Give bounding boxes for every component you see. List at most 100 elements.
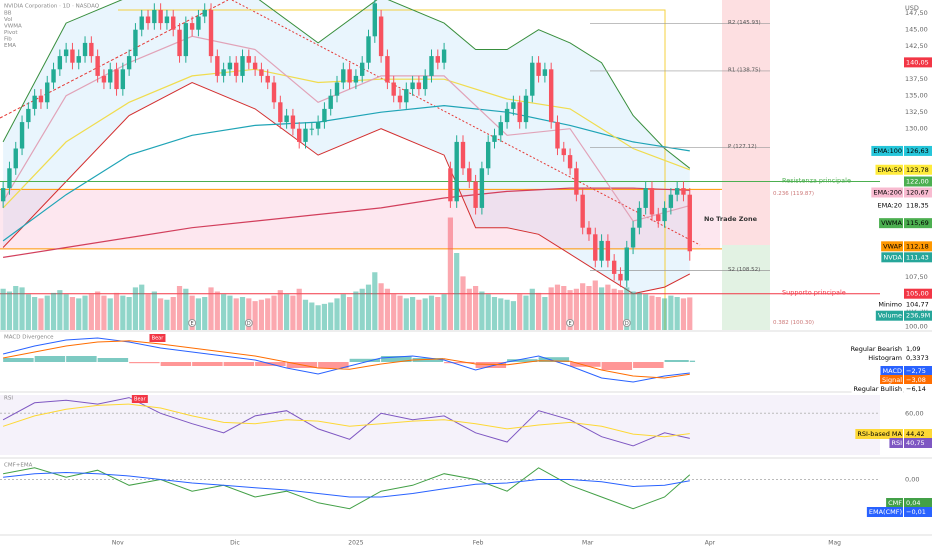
volume-bar xyxy=(252,301,258,330)
label-value: 120,67 xyxy=(906,189,929,197)
volume-bar xyxy=(510,301,516,330)
candle-body xyxy=(322,108,327,123)
histogram-bar xyxy=(97,358,129,362)
label-value: 111,43 xyxy=(906,253,929,261)
label-value: 1,09 xyxy=(906,345,920,353)
label-value: 40,75 xyxy=(906,439,925,447)
zone-label: No Trade Zone xyxy=(704,215,758,223)
candle-body xyxy=(189,23,195,30)
candle-body xyxy=(555,122,560,149)
candle-body xyxy=(504,108,510,123)
volume-bar xyxy=(101,295,107,330)
volume-bar xyxy=(372,272,378,330)
candle-body xyxy=(416,82,422,90)
candle-body xyxy=(687,194,692,252)
volume-bar xyxy=(561,286,567,330)
volume-bar xyxy=(680,298,687,330)
label-value: −3,08 xyxy=(906,376,926,384)
volume-bar xyxy=(132,287,139,330)
candle-body xyxy=(498,122,503,136)
label-name-box xyxy=(866,353,903,363)
candle-body xyxy=(485,141,491,169)
pane-tick-label: 0,00 xyxy=(905,476,919,484)
histogram-bar xyxy=(34,356,66,362)
candle-body xyxy=(605,240,611,261)
candle-body xyxy=(586,227,592,235)
candle-body xyxy=(517,102,522,123)
volume-bar xyxy=(113,292,120,330)
volume-bar xyxy=(592,280,598,330)
candle-body xyxy=(26,108,31,123)
indicator-line xyxy=(3,340,690,379)
histogram-bar xyxy=(444,362,475,364)
volume-bar xyxy=(435,297,441,330)
candle-body xyxy=(574,168,579,195)
label-box xyxy=(904,384,932,394)
chart-title: NVIDIA Corporation · 1D · NASDAQ xyxy=(4,4,100,10)
band-lower xyxy=(2,81,691,295)
label-name-box xyxy=(866,507,903,517)
volume-bar xyxy=(630,291,636,330)
volume-bar xyxy=(466,288,472,330)
candle-body xyxy=(70,49,75,63)
label-value: 118,35 xyxy=(906,202,929,210)
event-label: E xyxy=(191,321,194,327)
x-tick-label: Feb xyxy=(473,540,484,547)
volume-bar xyxy=(221,294,227,330)
label-name: EMA:50 xyxy=(877,166,902,174)
histogram-bar xyxy=(633,362,664,368)
label-box xyxy=(904,498,932,508)
histogram-bar xyxy=(507,359,538,362)
event-marker xyxy=(188,319,197,327)
volume-bar xyxy=(428,295,435,330)
risk-zone xyxy=(722,0,770,245)
price-pane xyxy=(0,0,880,330)
label-name-box xyxy=(876,299,903,310)
candle-body xyxy=(183,23,189,57)
histogram-bar xyxy=(349,358,381,362)
label-box xyxy=(904,353,932,363)
candle-body xyxy=(656,214,661,222)
candle-body xyxy=(618,273,623,281)
candle-body xyxy=(13,148,18,169)
candle-body xyxy=(177,29,182,57)
indicator-line xyxy=(2,403,690,438)
label-name: EMA:200 xyxy=(873,189,902,197)
volume-bar xyxy=(309,302,315,330)
fib-label: 0.236 (119.87) xyxy=(773,191,814,197)
volume-bar xyxy=(416,299,422,330)
candle-body xyxy=(108,69,113,83)
label-value: 0,3373 xyxy=(906,354,929,362)
label-value: 112,18 xyxy=(906,242,929,250)
volume-bar xyxy=(611,288,617,330)
candle-body xyxy=(353,75,359,83)
candle-body xyxy=(221,69,226,76)
volume-bar xyxy=(365,284,372,330)
label-name: VWAP xyxy=(883,242,902,250)
volume-bar xyxy=(517,294,523,330)
candle-body xyxy=(63,49,69,57)
candle-body xyxy=(681,188,686,195)
candle-body xyxy=(435,56,440,63)
volume-bar xyxy=(239,297,246,330)
label-value: 126,63 xyxy=(906,147,929,155)
volume-bar xyxy=(643,294,649,330)
label-name-box xyxy=(880,375,903,385)
volume-bar xyxy=(120,295,126,330)
candle-body xyxy=(89,42,94,57)
volume-bar xyxy=(302,299,309,330)
candle-body xyxy=(548,69,554,123)
label-name: VWMA xyxy=(881,219,902,227)
volume-bar xyxy=(529,288,535,330)
volume-bar xyxy=(347,297,353,330)
label-value: 140,05 xyxy=(906,58,929,66)
annotation-label: Bear xyxy=(134,397,147,403)
candle-body xyxy=(441,49,447,63)
label-value: −2,75 xyxy=(906,367,926,375)
volume-bar xyxy=(6,291,13,330)
volume-bar xyxy=(605,284,611,330)
label-name-box xyxy=(881,241,903,252)
volume-bar xyxy=(202,297,208,330)
label-name-box xyxy=(879,218,903,229)
volume-bar xyxy=(258,299,265,330)
